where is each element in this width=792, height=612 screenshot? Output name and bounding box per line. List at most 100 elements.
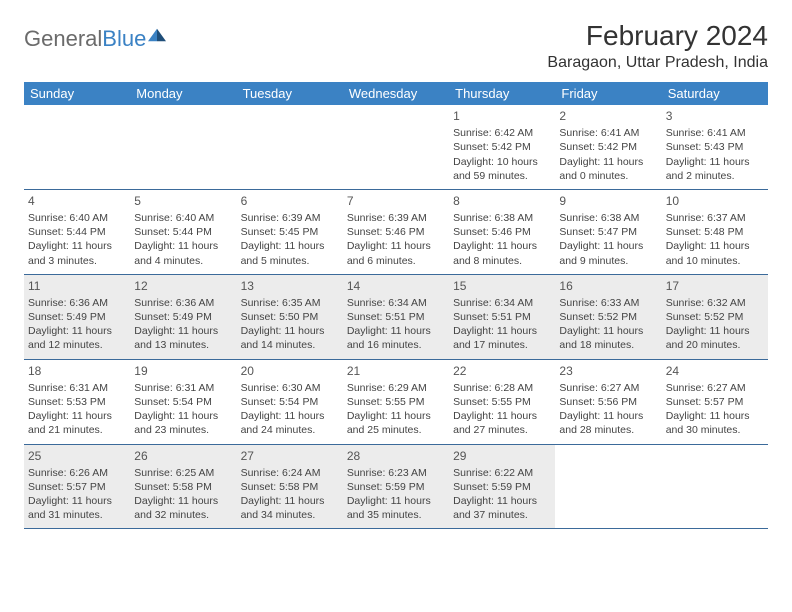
sunset-text: Sunset: 5:53 PM xyxy=(28,395,126,409)
sunrise-text: Sunrise: 6:26 AM xyxy=(28,466,126,480)
day-number: 25 xyxy=(28,448,126,464)
sunset-text: Sunset: 5:52 PM xyxy=(559,310,657,324)
day-number: 29 xyxy=(453,448,551,464)
sunset-text: Sunset: 5:58 PM xyxy=(241,480,339,494)
sunrise-text: Sunrise: 6:27 AM xyxy=(666,381,764,395)
logo-triangle-icon xyxy=(148,28,166,42)
sunrise-text: Sunrise: 6:34 AM xyxy=(347,296,445,310)
calendar-cell: 2Sunrise: 6:41 AMSunset: 5:42 PMDaylight… xyxy=(555,105,661,189)
daylight-text: Daylight: 11 hours and 34 minutes. xyxy=(241,494,339,522)
calendar-row: 18Sunrise: 6:31 AMSunset: 5:53 PMDayligh… xyxy=(24,360,768,445)
sunrise-text: Sunrise: 6:28 AM xyxy=(453,381,551,395)
day-number: 7 xyxy=(347,193,445,209)
sunrise-text: Sunrise: 6:27 AM xyxy=(559,381,657,395)
calendar-cell: 5Sunrise: 6:40 AMSunset: 5:44 PMDaylight… xyxy=(130,190,236,274)
day-number: 3 xyxy=(666,108,764,124)
weekday-header: Wednesday xyxy=(343,82,449,105)
day-number: 8 xyxy=(453,193,551,209)
page: GeneralBlue February 2024 Baragaon, Utta… xyxy=(0,0,792,549)
sunset-text: Sunset: 5:48 PM xyxy=(666,225,764,239)
sunset-text: Sunset: 5:43 PM xyxy=(666,140,764,154)
day-number: 28 xyxy=(347,448,445,464)
month-title: February 2024 xyxy=(547,20,768,52)
calendar-cell: 8Sunrise: 6:38 AMSunset: 5:46 PMDaylight… xyxy=(449,190,555,274)
sunset-text: Sunset: 5:44 PM xyxy=(28,225,126,239)
calendar-cell xyxy=(237,105,343,189)
calendar-header-row: Sunday Monday Tuesday Wednesday Thursday… xyxy=(24,82,768,105)
day-number: 10 xyxy=(666,193,764,209)
sunrise-text: Sunrise: 6:36 AM xyxy=(28,296,126,310)
daylight-text: Daylight: 11 hours and 23 minutes. xyxy=(134,409,232,437)
sunrise-text: Sunrise: 6:40 AM xyxy=(28,211,126,225)
day-number: 2 xyxy=(559,108,657,124)
sunrise-text: Sunrise: 6:24 AM xyxy=(241,466,339,480)
daylight-text: Daylight: 11 hours and 24 minutes. xyxy=(241,409,339,437)
sunset-text: Sunset: 5:51 PM xyxy=(453,310,551,324)
sunset-text: Sunset: 5:47 PM xyxy=(559,225,657,239)
weekday-header: Monday xyxy=(130,82,236,105)
day-number: 12 xyxy=(134,278,232,294)
sunrise-text: Sunrise: 6:37 AM xyxy=(666,211,764,225)
daylight-text: Daylight: 11 hours and 13 minutes. xyxy=(134,324,232,352)
calendar-cell: 25 Sunrise: 6:26 AMSunset: 5:57 PMDayligh… xyxy=(24,445,130,529)
weekday-header: Saturday xyxy=(662,82,768,105)
logo-text-general: General xyxy=(24,26,102,52)
calendar-cell: 21Sunrise: 6:29 AMSunset: 5:55 PMDayligh… xyxy=(343,360,449,444)
daylight-text: Daylight: 11 hours and 32 minutes. xyxy=(134,494,232,522)
sunrise-text: Sunrise: 6:39 AM xyxy=(241,211,339,225)
calendar-cell xyxy=(343,105,449,189)
sunrise-text: Sunrise: 6:41 AM xyxy=(666,126,764,140)
sunrise-text: Sunrise: 6:31 AM xyxy=(28,381,126,395)
daylight-text: Daylight: 11 hours and 5 minutes. xyxy=(241,239,339,267)
sunrise-text: Sunrise: 6:30 AM xyxy=(241,381,339,395)
calendar-cell: 9Sunrise: 6:38 AMSunset: 5:47 PMDaylight… xyxy=(555,190,661,274)
daylight-text: Daylight: 11 hours and 0 minutes. xyxy=(559,155,657,183)
sunset-text: Sunset: 5:49 PM xyxy=(28,310,126,324)
calendar-cell: 19Sunrise: 6:31 AMSunset: 5:54 PMDayligh… xyxy=(130,360,236,444)
sunset-text: Sunset: 5:57 PM xyxy=(28,480,126,494)
calendar-cell: 13Sunrise: 6:35 AMSunset: 5:50 PMDayligh… xyxy=(237,275,343,359)
logo: GeneralBlue xyxy=(24,26,166,52)
sunrise-text: Sunrise: 6:33 AM xyxy=(559,296,657,310)
calendar-row: 4Sunrise: 6:40 AMSunset: 5:44 PMDaylight… xyxy=(24,190,768,275)
calendar-cell: 27 Sunrise: 6:24 AMSunset: 5:58 PMDayligh… xyxy=(237,445,343,529)
calendar-cell: 20Sunrise: 6:30 AMSunset: 5:54 PMDayligh… xyxy=(237,360,343,444)
daylight-text: Daylight: 11 hours and 35 minutes. xyxy=(347,494,445,522)
sunrise-text: Sunrise: 6:29 AM xyxy=(347,381,445,395)
day-number: 5 xyxy=(134,193,232,209)
daylight-text: Daylight: 11 hours and 37 minutes. xyxy=(453,494,551,522)
sunset-text: Sunset: 5:49 PM xyxy=(134,310,232,324)
sunset-text: Sunset: 5:54 PM xyxy=(134,395,232,409)
calendar-cell: 28Sunrise: 6:23 AMSunset: 5:59 PMDayligh… xyxy=(343,445,449,529)
day-number: 15 xyxy=(453,278,551,294)
day-number: 27 xyxy=(241,448,339,464)
header: GeneralBlue February 2024 Baragaon, Utta… xyxy=(24,20,768,72)
location-subtitle: Baragaon, Uttar Pradesh, India xyxy=(547,54,768,72)
daylight-text: Daylight: 11 hours and 28 minutes. xyxy=(559,409,657,437)
sunrise-text: Sunrise: 6:25 AM xyxy=(134,466,232,480)
calendar-cell: 24Sunrise: 6:27 AMSunset: 5:57 PMDayligh… xyxy=(662,360,768,444)
sunrise-text: Sunrise: 6:22 AM xyxy=(453,466,551,480)
daylight-text: Daylight: 11 hours and 31 minutes. xyxy=(28,494,126,522)
day-number: 23 xyxy=(559,363,657,379)
day-number: 18 xyxy=(28,363,126,379)
day-number: 13 xyxy=(241,278,339,294)
weekday-header: Sunday xyxy=(24,82,130,105)
calendar-cell: 12 Sunrise: 6:36 AMSunset: 5:49 PMDayligh… xyxy=(130,275,236,359)
sunset-text: Sunset: 5:42 PM xyxy=(453,140,551,154)
day-number: 1 xyxy=(453,108,551,124)
sunset-text: Sunset: 5:51 PM xyxy=(347,310,445,324)
day-number: 24 xyxy=(666,363,764,379)
sunset-text: Sunset: 5:52 PM xyxy=(666,310,764,324)
sunrise-text: Sunrise: 6:31 AM xyxy=(134,381,232,395)
day-number: 11 xyxy=(28,278,126,294)
daylight-text: Daylight: 11 hours and 27 minutes. xyxy=(453,409,551,437)
day-number: 14 xyxy=(347,278,445,294)
calendar-cell: 23Sunrise: 6:27 AMSunset: 5:56 PMDayligh… xyxy=(555,360,661,444)
daylight-text: Daylight: 11 hours and 25 minutes. xyxy=(347,409,445,437)
sunrise-text: Sunrise: 6:36 AM xyxy=(134,296,232,310)
sunrise-text: Sunrise: 6:40 AM xyxy=(134,211,232,225)
day-number: 22 xyxy=(453,363,551,379)
sunrise-text: Sunrise: 6:42 AM xyxy=(453,126,551,140)
daylight-text: Daylight: 11 hours and 30 minutes. xyxy=(666,409,764,437)
